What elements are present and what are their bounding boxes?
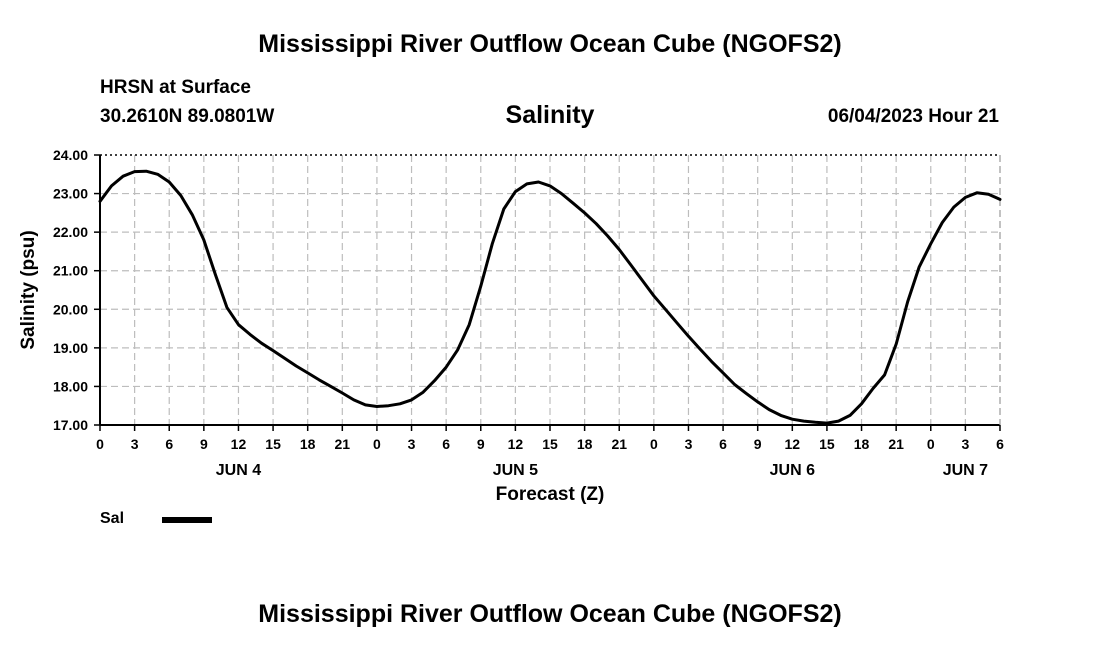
x-tick-label: 6 xyxy=(442,436,450,452)
x-tick-label: 9 xyxy=(200,436,208,452)
series xyxy=(98,169,1002,425)
x-tick-label: 6 xyxy=(996,436,1004,452)
day-label: JUN 4 xyxy=(216,462,261,479)
y-tick-label: 23.00 xyxy=(53,186,88,202)
x-tick-label: 12 xyxy=(508,436,524,452)
y-axis-label: Salinity (psu) xyxy=(18,230,39,349)
legend-swatch xyxy=(162,517,212,523)
x-tick-label: 3 xyxy=(961,436,969,452)
x-tick-label: 12 xyxy=(785,436,801,452)
x-tick-label: 6 xyxy=(719,436,727,452)
grid xyxy=(100,155,1000,425)
y-tick-label: 22.00 xyxy=(53,224,88,240)
x-tick-label: 21 xyxy=(335,436,351,452)
station-coordinates: 30.2610N 89.0801W xyxy=(100,106,275,127)
x-tick-label: 12 xyxy=(231,436,247,452)
x-tick-label: 9 xyxy=(754,436,762,452)
page-title: Mississippi River Outflow Ocean Cube (NG… xyxy=(258,30,842,58)
day-label: JUN 6 xyxy=(770,462,815,479)
x-tick-label: 21 xyxy=(888,436,904,452)
x-tick-label: 15 xyxy=(542,436,558,452)
x-tick-label: 0 xyxy=(96,436,104,452)
x-tick-label: 0 xyxy=(927,436,935,452)
axes xyxy=(94,154,1001,431)
x-tick-label: 3 xyxy=(131,436,139,452)
y-tick-label: 21.00 xyxy=(53,263,88,279)
x-tick-label: 18 xyxy=(577,436,593,452)
x-tick-label: 9 xyxy=(477,436,485,452)
series-line-sal xyxy=(98,169,1002,425)
y-tick-label: 17.00 xyxy=(53,417,88,433)
y-tick-label: 18.00 xyxy=(53,378,88,394)
y-tick-label: 19.00 xyxy=(53,340,88,356)
x-tick-label: 3 xyxy=(408,436,416,452)
legend-label: Sal xyxy=(100,510,125,527)
day-label: JUN 7 xyxy=(943,462,988,479)
footer-title: Mississippi River Outflow Ocean Cube (NG… xyxy=(258,600,842,628)
day-labels: JUN 4 JUN 5 JUN 6 JUN 7 xyxy=(216,462,988,479)
x-tick-label: 18 xyxy=(300,436,316,452)
chart-title: Salinity xyxy=(505,101,595,129)
day-label: JUN 5 xyxy=(493,462,538,479)
y-tick-label: 24.00 xyxy=(53,147,88,163)
x-tick-label: 15 xyxy=(265,436,281,452)
forecast-timestamp: 06/04/2023 Hour 21 xyxy=(827,106,999,127)
station-label: HRSN at Surface xyxy=(100,77,251,98)
x-axis-label: Forecast (Z) xyxy=(496,484,605,505)
x-tick-labels: 0 3 6 9 12 15 18 21 0 3 6 9 12 15 18 21 0 3 6 9 12 15 18 21 0 3 6 xyxy=(96,436,1004,452)
x-tick-label: 0 xyxy=(373,436,381,452)
x-tick-label: 3 xyxy=(685,436,693,452)
y-tick-labels: 17.00 18.00 19.00 20.00 21.00 22.00 23.00 24.00 xyxy=(53,147,88,433)
y-tick-label: 20.00 xyxy=(53,301,88,317)
x-tick-label: 0 xyxy=(650,436,658,452)
x-tick-label: 6 xyxy=(165,436,173,452)
x-tick-label: 21 xyxy=(611,436,627,452)
x-tick-label: 18 xyxy=(854,436,870,452)
x-tick-label: 15 xyxy=(819,436,835,452)
